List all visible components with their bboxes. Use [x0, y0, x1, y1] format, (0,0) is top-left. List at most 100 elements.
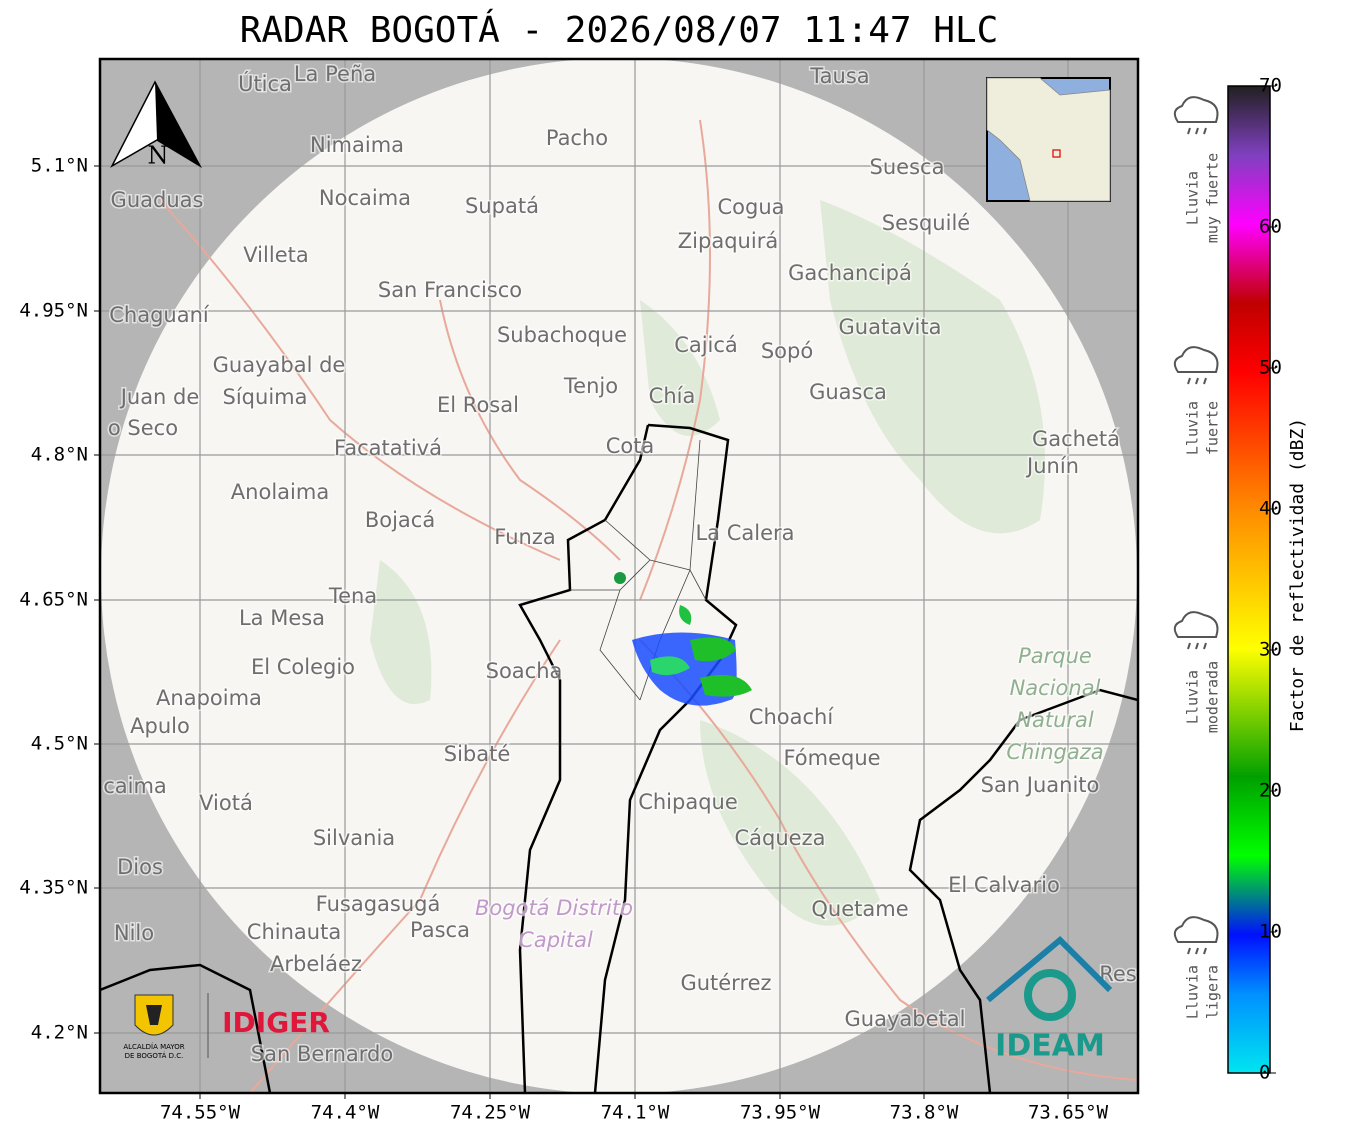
- colorbar-tick-label: 60: [1259, 216, 1282, 238]
- legend-text: muy fuerte: [1204, 153, 1222, 243]
- title: RADAR BOGOTÁ - 2026/08/07 11:47 HLC: [240, 9, 999, 51]
- place-label: Villeta: [243, 243, 308, 267]
- localities: [570, 439, 707, 701]
- logo-text: DE BOGOTÁ D.C.: [125, 1051, 184, 1060]
- place-label: Cogua: [717, 195, 784, 219]
- place-label: Junín: [1025, 454, 1079, 478]
- lon-label: 74.4°W: [311, 1102, 380, 1124]
- lat-label: 4.95°N: [19, 300, 88, 322]
- place-label: Arbeláez: [270, 952, 362, 976]
- lat-label: 4.5°N: [31, 733, 88, 755]
- park-label: Parque: [1018, 644, 1092, 668]
- colorbar-tick-label: 10: [1259, 921, 1282, 943]
- place-label: Gutérrez: [680, 971, 771, 995]
- place-label: Gachancipá: [788, 261, 912, 285]
- inset-map: [986, 77, 1111, 202]
- rain-drops: [1187, 127, 1207, 135]
- place-label: Tausa: [809, 64, 869, 88]
- place-label: Silvania: [313, 826, 395, 850]
- place-label: Facatativá: [334, 436, 442, 460]
- place-label: Tenjo: [563, 374, 618, 398]
- roads: [159, 119, 1138, 1093]
- axis-ticks: 5.1°N 4.95°N 4.8°N 4.65°N 4.5°N 4.35°N 4.2°N 74…: [19, 155, 1108, 1124]
- north-label: N: [148, 142, 169, 170]
- place-label: Soacha: [486, 659, 563, 683]
- map-frame: [98, 57, 1140, 1095]
- north-arrow-shade: [155, 82, 200, 166]
- vegetation: [370, 200, 1045, 926]
- place-label: El Colegio: [251, 655, 355, 679]
- legend-text: fuerte: [1204, 401, 1222, 455]
- place-label: Útica: [238, 71, 292, 96]
- alcaldia-logo: ALCALDÍA MAYOR DE BOGOTÁ D.C.: [123, 993, 209, 1060]
- place-label: Cajicá: [674, 333, 738, 357]
- place-label: San Bernardo: [251, 1042, 393, 1066]
- ideam-logo: IDEAM: [986, 935, 1113, 1064]
- place-label: Sesquilé: [882, 211, 970, 235]
- rain-drops: [1187, 947, 1207, 955]
- place-label: Nocaima: [319, 186, 411, 210]
- legend-item: Lluvia moderada: [1173, 611, 1222, 733]
- place-label: Cáqueza: [735, 826, 826, 850]
- place-label: Quetame: [811, 897, 908, 921]
- legend-text: ligera: [1204, 965, 1222, 1019]
- map: Útica La Peña Tausa Pacho Nimaima Suesca Guadu…: [100, 59, 1138, 1093]
- legend-item: Lluvia ligera: [1173, 916, 1222, 1019]
- park-label: Nacional: [1010, 676, 1101, 700]
- radar-echoes: [614, 572, 752, 706]
- colorbar-ticks: 0 10 20 30 40 50 60 70: [1259, 75, 1282, 1084]
- colorbar-tick-label: 40: [1259, 498, 1282, 520]
- place-label: Anapoima: [156, 686, 262, 710]
- lon-label: 73.8°W: [890, 1102, 959, 1124]
- legend-item: Lluvia muy fuerte: [1173, 96, 1222, 243]
- ideam-text: IDEAM: [995, 1029, 1105, 1064]
- place-label: Fómeque: [783, 746, 880, 770]
- legend-text: Lluvia: [1184, 401, 1202, 455]
- rain-drops: [1187, 377, 1207, 385]
- place-label: La Mesa: [239, 606, 325, 630]
- logo-text: ALCALDÍA MAYOR: [123, 1042, 184, 1051]
- place-label: Guayabetal: [845, 1007, 966, 1031]
- place-label: Bojacá: [365, 508, 435, 532]
- place-label: Apulo: [130, 714, 190, 738]
- place-label: Suesca: [870, 155, 945, 179]
- place-label: caima: [103, 774, 167, 798]
- place-label: Dios: [117, 855, 163, 879]
- lat-label: 4.8°N: [31, 444, 88, 466]
- legend-text: Lluvia: [1184, 965, 1202, 1019]
- place-label: Sibaté: [444, 742, 511, 766]
- place-label: La Calera: [695, 521, 794, 545]
- lon-label: 74.55°W: [160, 1102, 241, 1124]
- place-label: Pacho: [546, 126, 608, 150]
- colorbar-tick-label: 30: [1259, 639, 1282, 661]
- lat-label: 4.35°N: [19, 877, 88, 899]
- place-label: Anolaima: [231, 480, 329, 504]
- place-label: El Calvario: [948, 873, 1060, 897]
- lat-label: 4.65°N: [19, 589, 88, 611]
- place-label: Nimaima: [310, 133, 404, 157]
- lat-label: 4.2°N: [31, 1022, 88, 1044]
- place-label: Funza: [494, 525, 555, 549]
- place-label: Juan de: [119, 385, 200, 409]
- lat-label: 5.1°N: [31, 155, 88, 177]
- place-label: Chía: [649, 384, 696, 408]
- place-label: Viotá: [199, 791, 253, 815]
- region-label: Bogotá Distrito: [475, 896, 633, 920]
- lon-label: 74.25°W: [450, 1102, 531, 1124]
- rain-icon: [1173, 916, 1219, 943]
- place-label: Pasca: [410, 918, 470, 942]
- place-label: Chinauta: [247, 920, 341, 944]
- colorbar-tick-label: 70: [1259, 75, 1282, 97]
- place-label: Síquima: [223, 385, 308, 409]
- place-label: Guayabal de: [213, 353, 346, 377]
- idiger-logo: IDIGER: [222, 1006, 330, 1039]
- place-label: Guasca: [809, 380, 887, 404]
- place-label: Fusagasugá: [316, 892, 441, 916]
- colorbar-tick-label: 0: [1259, 1062, 1270, 1084]
- colorbar-tick-label: 50: [1259, 357, 1282, 379]
- colorbar: [1227, 85, 1271, 1074]
- lon-label: 74.1°W: [601, 1102, 670, 1124]
- rain-icon: [1173, 96, 1219, 123]
